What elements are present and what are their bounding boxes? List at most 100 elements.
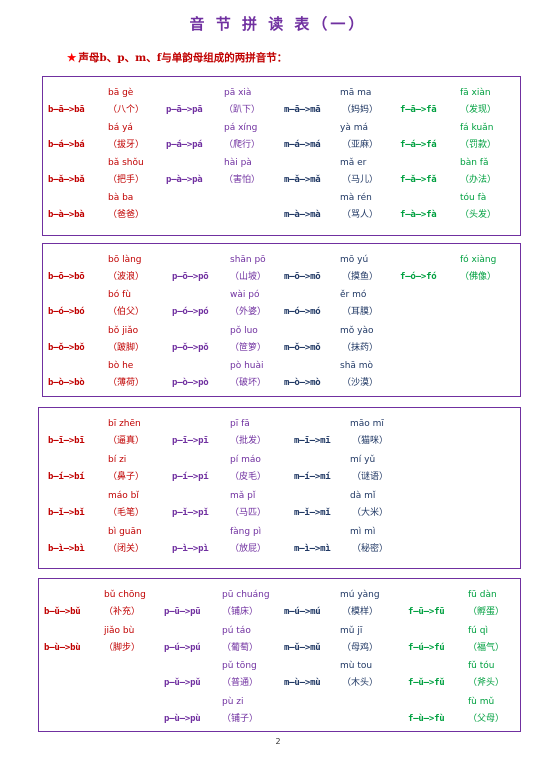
pinyin-label: pī fā [230,419,250,429]
example-word: （秘密） [352,544,389,554]
spelling-formula: m—ō—>mō [284,272,321,282]
spelling-formula: f—ó—>fó [400,272,437,282]
example-word: （母鸡） [342,643,379,653]
pinyin-label: fā xiàn [460,88,491,98]
syllable-cell-u-p: pù zi p—ù—>pù （铺子） [164,697,294,733]
example-word: （放屁） [230,544,267,554]
pinyin-label: pǒ luo [230,326,258,336]
pinyin-label: fú qì [468,626,488,636]
example-word: （谜语） [352,472,389,482]
pinyin-label: shā mò [340,361,374,371]
example-word: （普通） [222,678,259,688]
syllable-cell-o-m: ěr mó m—ó—>mó （耳膜） [284,290,414,326]
syllable-cell-i-m: mí yǔ m—í—>mí （谜语） [294,455,424,491]
syllable-cell-u-f: fū dàn f—ū—>fū （孵蛋） [408,590,538,626]
example-word: （拔牙） [108,140,145,150]
pinyin-label: jiǎo bù [104,626,135,636]
section-box-u [38,578,521,732]
pinyin-label: fó xiàng [460,255,497,265]
syllable-cell-a-m: mà rén m—à—>mà （骂人） [284,193,414,229]
section-box-i [38,407,521,569]
pinyin-label: fàng pì [230,527,262,537]
spelling-formula: f—ǔ—>fǔ [408,678,445,688]
syllable-cell-i-p: pī fā p—ī—>pī （批发） [172,419,302,455]
example-word: （马匹） [230,508,267,518]
spelling-formula: f—ū—>fū [408,607,445,617]
example-word: （跛脚） [108,343,145,353]
spelling-formula: b—ǐ—>bǐ [48,508,85,518]
spelling-formula: p—ò—>pò [172,378,209,388]
spelling-formula: p—á—>pá [166,140,203,150]
example-word: （斧头） [468,678,505,688]
example-word: （父母） [468,714,505,724]
example-word: （木头） [342,678,379,688]
spelling-formula: p—à—>pà [166,175,203,185]
spelling-formula: m—ó—>mó [284,307,321,317]
spelling-formula: p—ǒ—>pǒ [172,343,209,353]
syllable-cell-a-m: yà má m—á—>má （亚麻） [284,123,414,159]
pinyin-label: ěr mó [340,290,367,300]
example-word: （亚麻） [342,140,379,150]
spelling-formula: b—ō—>bō [48,272,85,282]
syllable-cell-i-m: dà mǐ m—ǐ—>mǐ （大米） [294,491,424,527]
pinyin-label: hài pà [224,158,252,168]
syllable-cell-o-m: shā mò m—ò—>mò （沙漠） [284,361,414,397]
example-word: （波浪） [108,272,145,282]
spelling-formula: b—í—>bí [48,472,85,482]
example-word: （批发） [230,436,267,446]
syllable-cell-o-p: pò huài p—ò—>pò （破坏） [172,361,302,397]
pinyin-label: pú táo [222,626,251,636]
example-word: （爸爸） [108,210,145,220]
spelling-formula: m—ì—>mì [294,544,331,554]
spelling-formula: b—ó—>bó [48,307,85,317]
example-word: （大米） [352,508,389,518]
syllable-cell-i-p: pí máo p—í—>pí （皮毛） [172,455,302,491]
pinyin-label: fū dàn [468,590,497,600]
pinyin-label: bō làng [108,255,142,265]
spelling-formula: f—ú—>fú [408,643,445,653]
spelling-formula: m—ǎ—>mǎ [284,175,321,185]
pinyin-label: pù zi [222,697,244,707]
pinyin-label: bǎ shǒu [108,158,144,168]
example-word: （妈妈） [342,105,379,115]
pinyin-label: shān pō [230,255,266,265]
syllable-cell-u-m: mú yàng m—ú—>mú （模样） [284,590,414,626]
spelling-formula: b—ǎ—>bǎ [48,175,85,185]
pinyin-label: bǒ jiǎo [108,326,139,336]
example-word: （闭关） [108,544,145,554]
pinyin-label: tóu fà [460,193,487,203]
pinyin-label: mì mì [350,527,376,537]
syllable-cell-i-b: máo bǐ b—ǐ—>bǐ （毛笔） [48,491,178,527]
spelling-formula: f—ā—>fā [400,105,437,115]
syllable-cell-o-p: shān pō p—ō—>pō （山坡） [172,255,302,291]
syllable-cell-u-b: bǔ chōng b—ǔ—>bǔ （补充） [44,590,174,626]
example-word: （山坡） [230,272,267,282]
pinyin-label: wài pó [230,290,260,300]
syllable-cell-i-m: mì mì m—ì—>mì （秘密） [294,527,424,563]
spelling-formula: p—ó—>pó [172,307,209,317]
spelling-formula: m—ò—>mò [284,378,321,388]
example-word: （发现） [460,105,497,115]
syllable-cell-u-m: mǔ jī m—ǔ—>mǔ （母鸡） [284,626,414,662]
syllable-cell-o-b: bō làng b—ō—>bō （波浪） [48,255,178,291]
spelling-formula: m—ǔ—>mǔ [284,643,321,653]
syllable-cell-u-f: fú qì f—ú—>fú （福气） [408,626,538,662]
syllable-cell-o-m: mǒ yào m—ǒ—>mǒ （抹药） [284,326,414,362]
spelling-formula: p—ō—>pō [172,272,209,282]
example-word: （铺床） [222,607,259,617]
spelling-formula: p—ū—>pū [164,607,201,617]
pinyin-label: mā ma [340,88,372,98]
syllable-cell-i-m: māo mī m—ī—>mī （猫咪） [294,419,424,455]
syllable-cell-u-f: fǔ tóu f—ǔ—>fǔ （斧头） [408,661,538,697]
syllable-cell-a-p: pá xíng p—á—>pá （爬行） [166,123,296,159]
spelling-formula: m—ā—>mā [284,105,321,115]
spelling-formula: b—ù—>bù [44,643,81,653]
syllable-cell-u-m: mù tou m—ù—>mù （木头） [284,661,414,697]
example-word: （骂人） [342,210,379,220]
syllable-cell-a-b: bá yá b—á—>bá （拔牙） [48,123,178,159]
syllable-cell-a-m: mǎ er m—ǎ—>mǎ （马儿） [284,158,414,194]
example-word: （薄荷） [108,378,145,388]
example-word: （办法） [460,175,497,185]
pinyin-label: bàn fǎ [460,158,489,168]
spelling-formula: p—ù—>pù [164,714,201,724]
